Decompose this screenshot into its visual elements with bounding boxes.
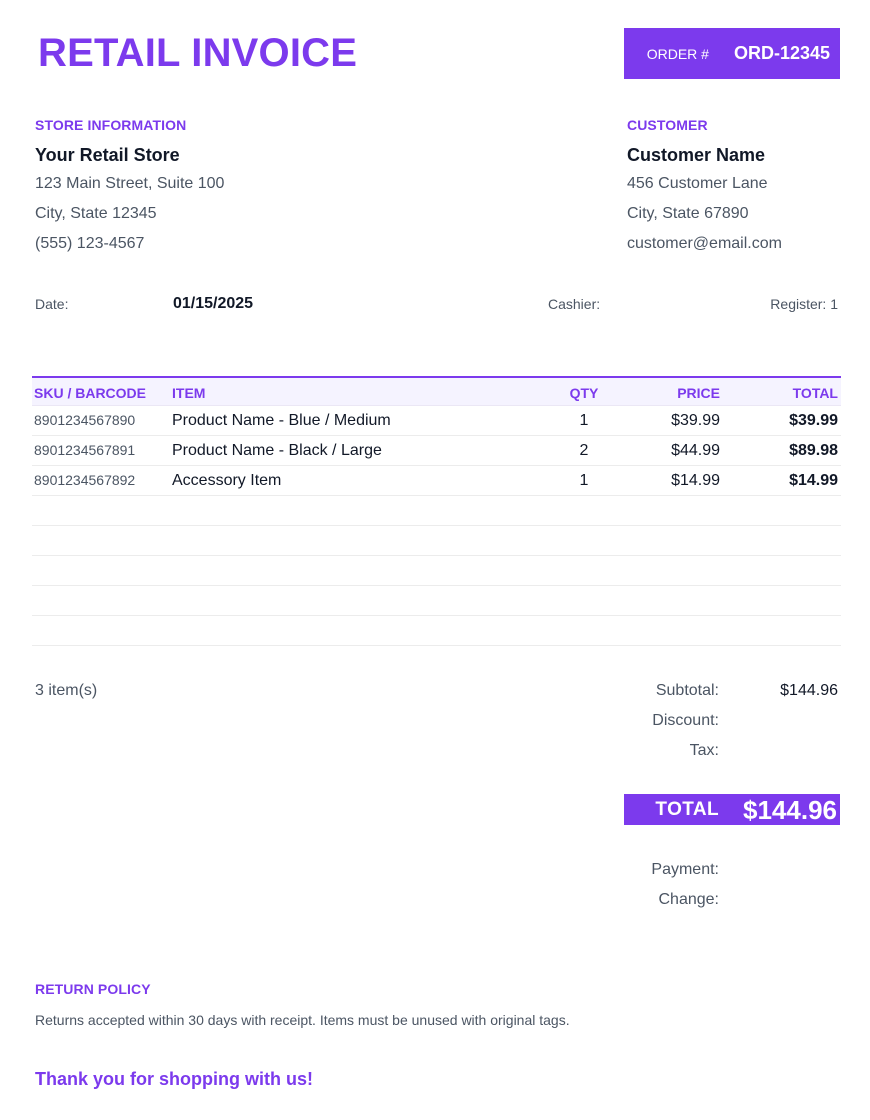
register-number: Register: 1 (770, 296, 838, 312)
payment-label: Payment: (651, 861, 719, 878)
thank-you-message: Thank you for shopping with us! (35, 1069, 313, 1089)
order-number: ORD-12345 (733, 43, 830, 63)
row-sku: 8901234567892 (34, 472, 136, 488)
grand-total-label: TOTAL (655, 799, 719, 820)
customer-heading: CUSTOMER (627, 117, 708, 133)
return-policy-text: Returns accepted within 30 days with rec… (35, 1012, 570, 1028)
date-value: 01/15/2025 (173, 295, 254, 312)
row-total: $14.99 (789, 472, 838, 489)
order-label: ORDER # (646, 45, 709, 62)
return-policy-heading: RETURN POLICY (35, 981, 151, 997)
row-total: $39.99 (789, 412, 838, 429)
row-sku: 8901234567890 (34, 412, 136, 428)
header-qty: QTY (569, 385, 599, 401)
customer-address-line2: City, State 67890 (627, 205, 749, 222)
invoice-title: RETAIL INVOICE (38, 31, 358, 75)
discount-label: Discount: (652, 712, 719, 729)
store-address-line1: 123 Main Street, Suite 100 (35, 175, 225, 192)
cashier-label: Cashier: (548, 296, 601, 312)
empty-table-row (32, 586, 841, 616)
row-price: $44.99 (671, 442, 720, 459)
row-total: $89.98 (789, 442, 838, 459)
header-price: PRICE (677, 385, 720, 401)
header-item: ITEM (172, 385, 206, 401)
customer-address-line1: 456 Customer Lane (627, 175, 768, 192)
store-name: Your Retail Store (35, 145, 180, 165)
items-table: SKU / BARCODE ITEM QTY PRICE TOTAL 89012… (32, 376, 841, 646)
table-row: 8901234567891 Product Name - Black / Lar… (32, 436, 841, 466)
grand-total-bar: TOTAL $144.96 (624, 794, 840, 825)
row-item: Accessory Item (172, 472, 282, 489)
customer-name: Customer Name (627, 145, 766, 165)
customer-email: customer@email.com (627, 235, 782, 252)
row-qty: 1 (579, 412, 589, 429)
order-number-box: ORDER # ORD-12345 (624, 28, 840, 79)
date-label: Date: (35, 296, 69, 312)
item-count: 3 item(s) (35, 682, 98, 699)
row-item: Product Name - Blue / Medium (172, 412, 391, 429)
store-phone: (555) 123-4567 (35, 235, 145, 252)
table-row: 8901234567890 Product Name - Blue / Medi… (32, 406, 841, 436)
empty-table-row (32, 526, 841, 556)
row-item: Product Name - Black / Large (172, 442, 382, 459)
empty-table-row (32, 496, 841, 526)
row-price: $39.99 (671, 412, 720, 429)
subtotal-value: $144.96 (780, 682, 838, 699)
header-total: TOTAL (792, 385, 838, 401)
store-heading: STORE INFORMATION (35, 117, 187, 133)
change-label: Change: (658, 891, 720, 908)
grand-total-value: $144.96 (743, 795, 837, 825)
row-sku: 8901234567891 (34, 442, 136, 458)
empty-table-row (32, 616, 841, 646)
row-qty: 2 (579, 442, 589, 459)
row-price: $14.99 (671, 472, 720, 489)
tax-label: Tax: (689, 742, 719, 759)
header-sku: SKU / BARCODE (34, 385, 147, 401)
row-qty: 1 (579, 472, 589, 489)
table-header-row: SKU / BARCODE ITEM QTY PRICE TOTAL (32, 376, 841, 406)
table-row: 8901234567892 Accessory Item 1 $14.99 $1… (32, 466, 841, 496)
subtotal-label: Subtotal: (655, 682, 719, 699)
empty-table-row (32, 556, 841, 586)
store-address-line2: City, State 12345 (35, 205, 157, 222)
